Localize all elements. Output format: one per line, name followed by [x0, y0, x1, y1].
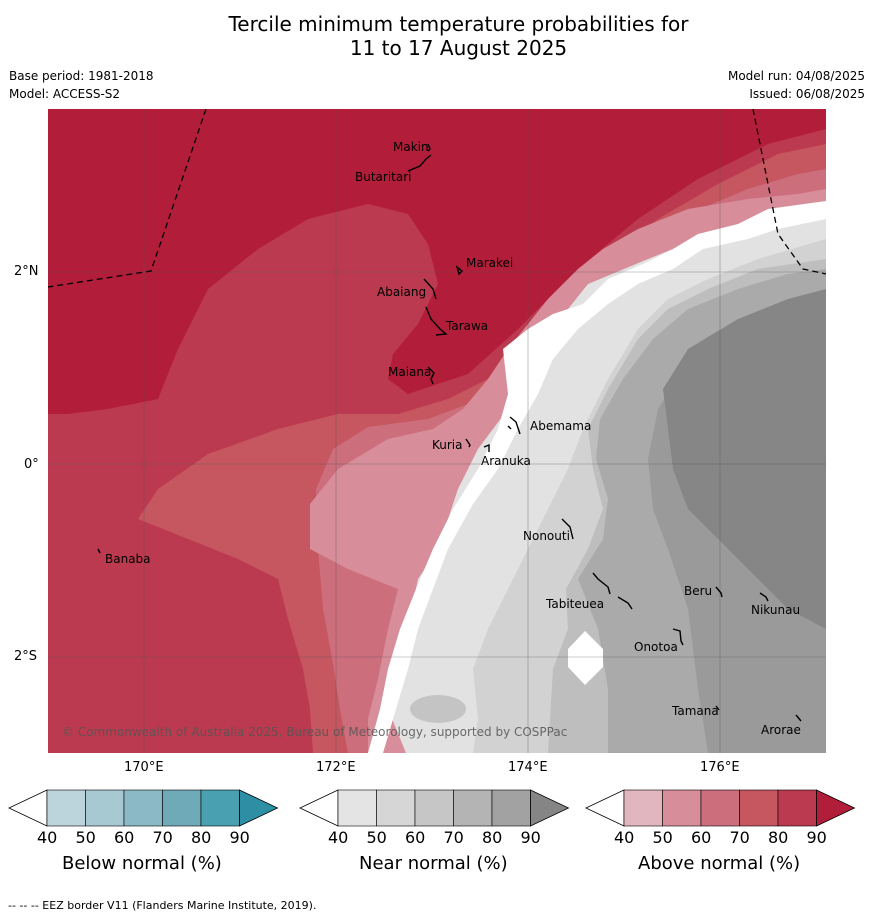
colorbar-below-tick-label: 90	[229, 828, 250, 847]
colorbar-below-tick-label: 40	[37, 828, 58, 847]
colorbar-above-segment	[662, 789, 702, 827]
title-line-2: 11 to 17 August 2025	[349, 36, 568, 60]
model-name: Model: ACCESS-S2	[9, 87, 121, 101]
colorbar-above-segment	[739, 789, 779, 827]
colorbar-below-segment	[46, 789, 86, 827]
island-label-marakei: Marakei	[466, 256, 513, 270]
eez-border	[48, 109, 826, 288]
island-label-tabiteuea: Tabiteuea	[545, 597, 604, 611]
island-label-arorae: Arorae	[761, 723, 801, 737]
issued-date: Issued: 06/08/2025	[749, 87, 865, 101]
colorbar-below-title: Below normal (%)	[62, 853, 222, 874]
island-label-banaba: Banaba	[105, 552, 151, 566]
colorbar-below-segment	[200, 789, 240, 827]
colorbar-near-low-extend	[299, 789, 339, 827]
lat-label-2n: 2°N	[14, 264, 39, 279]
colorbar-near-title: Near normal (%)	[359, 853, 508, 874]
colorbar-below-tick-label: 60	[114, 828, 135, 847]
island-label-nonouti: Nonouti	[523, 529, 570, 543]
island-label-onotoa: Onotoa	[634, 640, 678, 654]
island-label-makin: Makin	[393, 140, 429, 154]
colorbar-above-low-extend	[585, 789, 625, 827]
near-minor-region	[410, 695, 466, 723]
colorbar-below-segment	[85, 789, 125, 827]
island-label-aranuka: Aranuka	[481, 454, 531, 468]
lat-label-0: 0°	[24, 457, 39, 472]
colorbar-above-tick-label: 50	[652, 828, 673, 847]
lat-label-2s: 2°S	[14, 649, 38, 664]
map-title: Tercile minimum temperature probabilitie…	[0, 12, 873, 60]
gridlines	[48, 109, 826, 753]
colorbar-near-normal	[299, 789, 570, 827]
probability-map: Makin Butaritari Marakei Abaiang Tarawa …	[48, 109, 826, 753]
low-probability-strip	[368, 201, 826, 753]
colorbar-above-segment	[700, 789, 740, 827]
low-probability-pocket	[568, 631, 603, 685]
colorbar-near-high-extend	[530, 789, 570, 827]
island-label-kuria: Kuria	[432, 438, 463, 452]
colorbar-above-tick-label: 90	[806, 828, 827, 847]
colorbar-group	[8, 789, 856, 827]
colorbar-near-segment	[491, 789, 531, 827]
colorbar-above-tick-label: 60	[691, 828, 712, 847]
colorbar-above-tick-label: 80	[768, 828, 789, 847]
colorbar-below-normal	[8, 789, 279, 827]
eez-footnote: -- -- -- EEZ border V11 (Flanders Marine…	[8, 899, 317, 912]
island-label-tarawa: Tarawa	[445, 319, 488, 333]
island-label-beru: Beru	[684, 584, 712, 598]
colorbar-above-segment	[777, 789, 817, 827]
colorbar-near-segment	[453, 789, 493, 827]
colorbar-above-tick-label: 40	[614, 828, 635, 847]
colorbar-below-segment	[162, 789, 202, 827]
lon-label-170e: 170°E	[124, 760, 164, 775]
colorbar-near-tick-label: 80	[482, 828, 503, 847]
colorbar-above-segment	[623, 789, 663, 827]
island-label-abemama: Abemama	[530, 419, 591, 433]
colorbar-below-segment	[123, 789, 163, 827]
colorbar-below-tick-label: 70	[152, 828, 173, 847]
colorbar-above-title: Above normal (%)	[638, 853, 801, 874]
colorbar-below-tick-label: 50	[75, 828, 96, 847]
colorbar-near-tick-label: 50	[366, 828, 387, 847]
island-label-nikunau: Nikunau	[751, 603, 800, 617]
colorbar-near-tick-label: 40	[328, 828, 349, 847]
colorbar-above-normal	[585, 789, 856, 827]
island-label-abaiang: Abaiang	[377, 285, 426, 299]
near-90-region	[663, 289, 826, 629]
colorbar-near-tick-label: 90	[520, 828, 541, 847]
island-label-tamana: Tamana	[671, 704, 719, 718]
colorbar-below-tick-label: 80	[191, 828, 212, 847]
colorbar-near-segment	[337, 789, 377, 827]
colorbar-below-low-extend	[8, 789, 48, 827]
island-label-maiana: Maiana	[388, 365, 431, 379]
model-run: Model run: 04/08/2025	[727, 69, 865, 83]
island-label-butaritari: Butaritari	[355, 170, 412, 184]
island-coastlines	[97, 143, 802, 722]
colorbar-near-segment	[376, 789, 416, 827]
colorbar-below-high-extend	[239, 789, 279, 827]
lon-label-172e: 172°E	[316, 760, 356, 775]
colorbar-above-high-extend	[816, 789, 856, 827]
lon-label-174e: 174°E	[508, 760, 548, 775]
colorbar-near-segment	[414, 789, 454, 827]
title-line-1: Tercile minimum temperature probabilitie…	[228, 12, 689, 36]
lon-label-176e: 176°E	[700, 760, 740, 775]
colorbar-near-tick-label: 70	[443, 828, 464, 847]
colorbar-above-tick-label: 70	[729, 828, 750, 847]
colorbar-near-tick-label: 60	[405, 828, 426, 847]
copyright-notice: © Commonwealth of Australia 2025, Bureau…	[62, 725, 567, 739]
base-period: Base period: 1981-2018	[9, 69, 154, 83]
